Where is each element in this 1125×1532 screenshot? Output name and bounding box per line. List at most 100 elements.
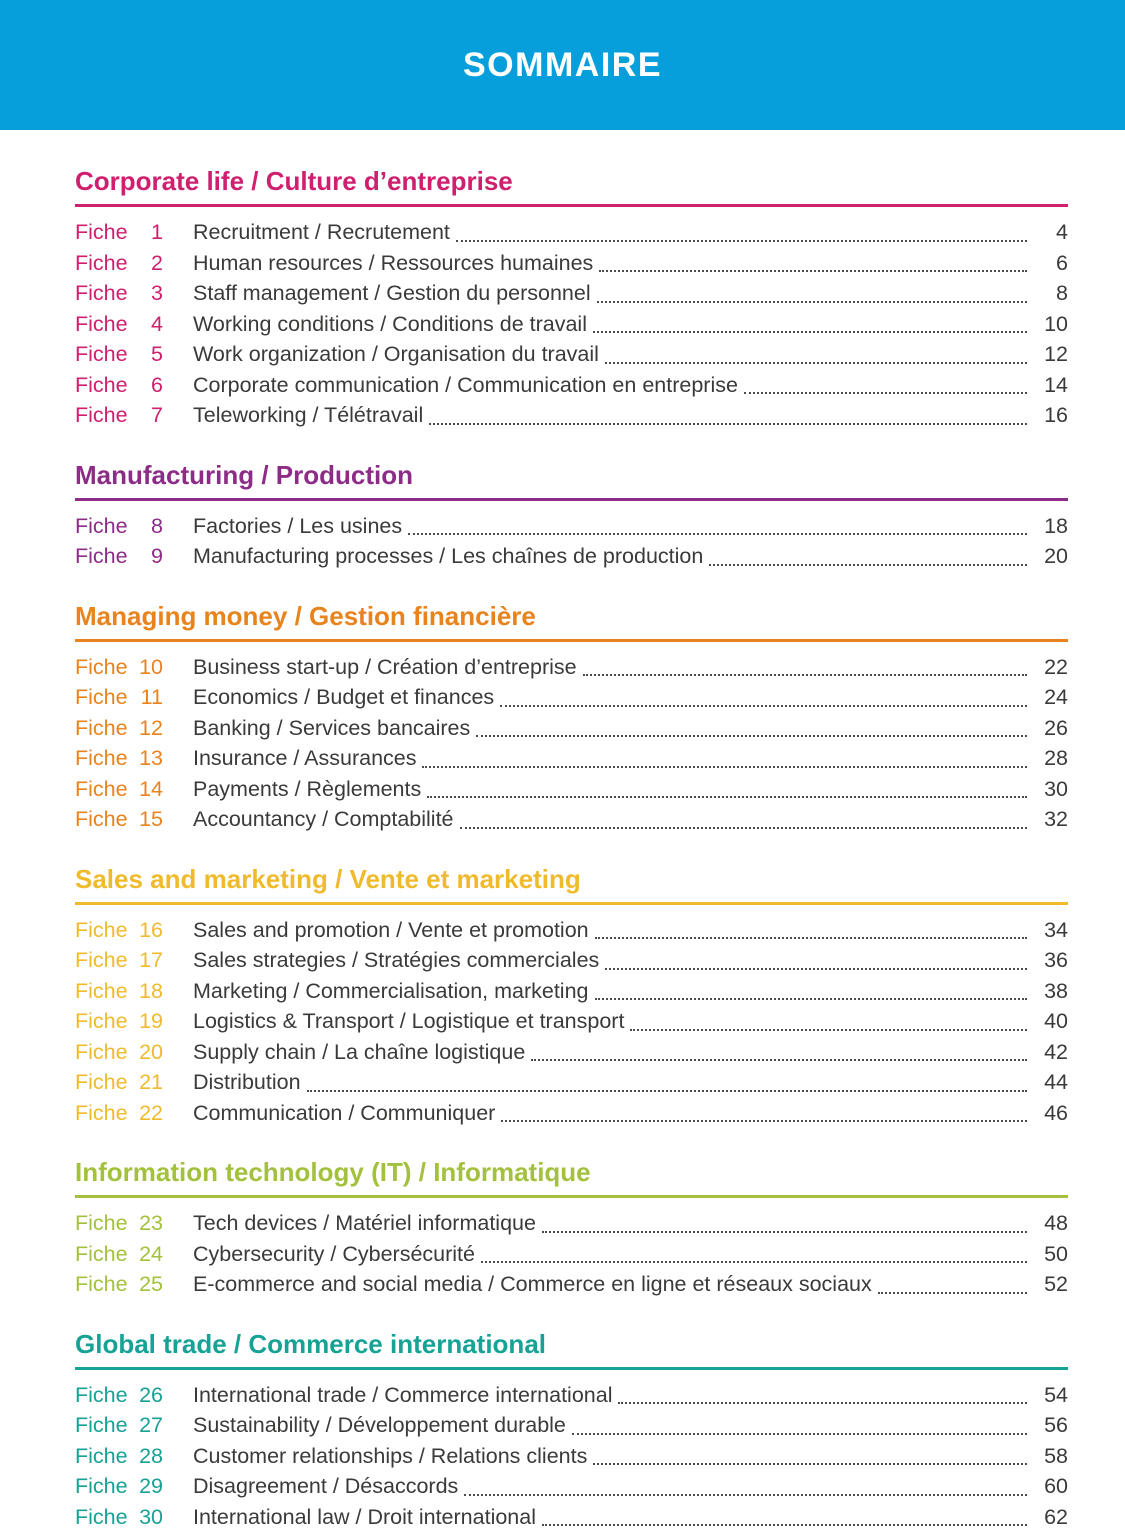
fiche-number: 12 bbox=[139, 713, 163, 744]
entry-title: Corporate communication / Communication … bbox=[193, 370, 738, 401]
entry-title: Business start-up / Création d’entrepris… bbox=[193, 652, 577, 683]
fiche-label: Fiche 2 bbox=[75, 248, 163, 279]
dot-leader bbox=[429, 423, 1027, 425]
dot-leader bbox=[593, 331, 1027, 333]
fiche-number: 30 bbox=[139, 1502, 163, 1532]
entry-title: Recruitment / Recrutement bbox=[193, 217, 450, 248]
toc-entry: Fiche 4 Working conditions / Conditions … bbox=[75, 309, 1068, 340]
dot-leader bbox=[476, 735, 1027, 737]
fiche-number: 10 bbox=[139, 652, 163, 683]
fiche-number: 19 bbox=[139, 1006, 163, 1037]
entry-title: Insurance / Assurances bbox=[193, 743, 416, 774]
entry-title: International law / Droit international bbox=[193, 1502, 536, 1532]
fiche-number: 22 bbox=[139, 1098, 163, 1129]
section-entries: Fiche 26 International trade / Commerce … bbox=[75, 1380, 1068, 1532]
dot-leader bbox=[595, 937, 1027, 939]
toc-section: Sales and marketing / Vente et marketing… bbox=[75, 864, 1068, 1129]
entry-title: Staff management / Gestion du personnel bbox=[193, 278, 591, 309]
page-number: 36 bbox=[1032, 945, 1068, 976]
fiche-word: Fiche bbox=[75, 1239, 128, 1270]
fiche-number: 28 bbox=[139, 1441, 163, 1472]
fiche-number: 9 bbox=[151, 541, 163, 572]
section-title: Sales and marketing / Vente et marketing bbox=[75, 864, 1068, 905]
entry-title: Banking / Services bancaires bbox=[193, 713, 470, 744]
fiche-word: Fiche bbox=[75, 1208, 128, 1239]
toc-entry: Fiche 2 Human resources / Ressources hum… bbox=[75, 248, 1068, 279]
toc-entry: Fiche 11 Economics / Budget et finances … bbox=[75, 682, 1068, 713]
fiche-word: Fiche bbox=[75, 309, 128, 340]
fiche-label: Fiche 8 bbox=[75, 511, 163, 542]
fiche-word: Fiche bbox=[75, 1441, 128, 1472]
dot-leader bbox=[464, 1494, 1027, 1496]
fiche-word: Fiche bbox=[75, 370, 128, 401]
fiche-number: 13 bbox=[139, 743, 163, 774]
entry-title: Working conditions / Conditions de trava… bbox=[193, 309, 587, 340]
dot-leader bbox=[542, 1231, 1027, 1233]
fiche-number: 4 bbox=[151, 309, 163, 340]
fiche-number: 29 bbox=[139, 1471, 163, 1502]
toc-entry: Fiche 24 Cybersecurity / Cybersécurité 5… bbox=[75, 1239, 1068, 1270]
fiche-number: 7 bbox=[151, 400, 163, 431]
fiche-word: Fiche bbox=[75, 1269, 128, 1300]
page-number: 50 bbox=[1032, 1239, 1068, 1270]
entry-title: Accountancy / Comptabilité bbox=[193, 804, 454, 835]
fiche-word: Fiche bbox=[75, 339, 128, 370]
dot-leader bbox=[618, 1402, 1027, 1404]
fiche-word: Fiche bbox=[75, 1410, 128, 1441]
fiche-label: Fiche 4 bbox=[75, 309, 163, 340]
fiche-label: Fiche 24 bbox=[75, 1239, 163, 1270]
fiche-label: Fiche 7 bbox=[75, 400, 163, 431]
dot-leader bbox=[605, 362, 1027, 364]
toc-entry: Fiche 27 Sustainability / Développement … bbox=[75, 1410, 1068, 1441]
fiche-number: 14 bbox=[139, 774, 163, 805]
page-title: SOMMAIRE bbox=[463, 46, 662, 85]
fiche-number: 26 bbox=[139, 1380, 163, 1411]
entry-title: Manufacturing processes / Les chaînes de… bbox=[193, 541, 703, 572]
fiche-number: 8 bbox=[151, 511, 163, 542]
fiche-label: Fiche 1 bbox=[75, 217, 163, 248]
toc-section: Global trade / Commerce international Fi… bbox=[75, 1329, 1068, 1532]
fiche-word: Fiche bbox=[75, 804, 128, 835]
fiche-word: Fiche bbox=[75, 541, 128, 572]
fiche-number: 16 bbox=[139, 915, 163, 946]
fiche-word: Fiche bbox=[75, 511, 128, 542]
page-number: 40 bbox=[1032, 1006, 1068, 1037]
entry-title: Tech devices / Matériel informatique bbox=[193, 1208, 536, 1239]
fiche-label: Fiche 27 bbox=[75, 1410, 163, 1441]
page-number: 28 bbox=[1032, 743, 1068, 774]
dot-leader bbox=[593, 1463, 1027, 1465]
page-number: 58 bbox=[1032, 1441, 1068, 1472]
dot-leader bbox=[481, 1261, 1027, 1263]
fiche-word: Fiche bbox=[75, 400, 128, 431]
page-number: 26 bbox=[1032, 713, 1068, 744]
dot-leader bbox=[744, 392, 1027, 394]
dot-leader bbox=[599, 270, 1027, 272]
fiche-number: 11 bbox=[141, 682, 163, 713]
page-number: 22 bbox=[1032, 652, 1068, 683]
page-number: 46 bbox=[1032, 1098, 1068, 1129]
page-number: 60 bbox=[1032, 1471, 1068, 1502]
page-number: 44 bbox=[1032, 1067, 1068, 1098]
toc-entry: Fiche 16 Sales and promotion / Vente et … bbox=[75, 915, 1068, 946]
page-number: 12 bbox=[1032, 339, 1068, 370]
dot-leader bbox=[572, 1433, 1027, 1435]
toc-entry: Fiche 22 Communication / Communiquer 46 bbox=[75, 1098, 1068, 1129]
dot-leader bbox=[595, 998, 1028, 1000]
section-title: Global trade / Commerce international bbox=[75, 1329, 1068, 1370]
fiche-word: Fiche bbox=[75, 1098, 128, 1129]
fiche-number: 23 bbox=[139, 1208, 163, 1239]
fiche-label: Fiche 20 bbox=[75, 1037, 163, 1068]
fiche-number: 21 bbox=[139, 1067, 163, 1098]
page-header: SOMMAIRE bbox=[0, 0, 1125, 130]
toc-entry: Fiche 5 Work organization / Organisation… bbox=[75, 339, 1068, 370]
fiche-label: Fiche 23 bbox=[75, 1208, 163, 1239]
toc-entry: Fiche 17 Sales strategies / Stratégies c… bbox=[75, 945, 1068, 976]
dot-leader bbox=[583, 674, 1027, 676]
fiche-word: Fiche bbox=[75, 1380, 128, 1411]
entry-title: Teleworking / Télétravail bbox=[193, 400, 423, 431]
fiche-number: 25 bbox=[139, 1269, 163, 1300]
dot-leader bbox=[456, 240, 1027, 242]
fiche-word: Fiche bbox=[75, 652, 128, 683]
fiche-word: Fiche bbox=[75, 774, 128, 805]
toc-entry: Fiche 23 Tech devices / Matériel informa… bbox=[75, 1208, 1068, 1239]
